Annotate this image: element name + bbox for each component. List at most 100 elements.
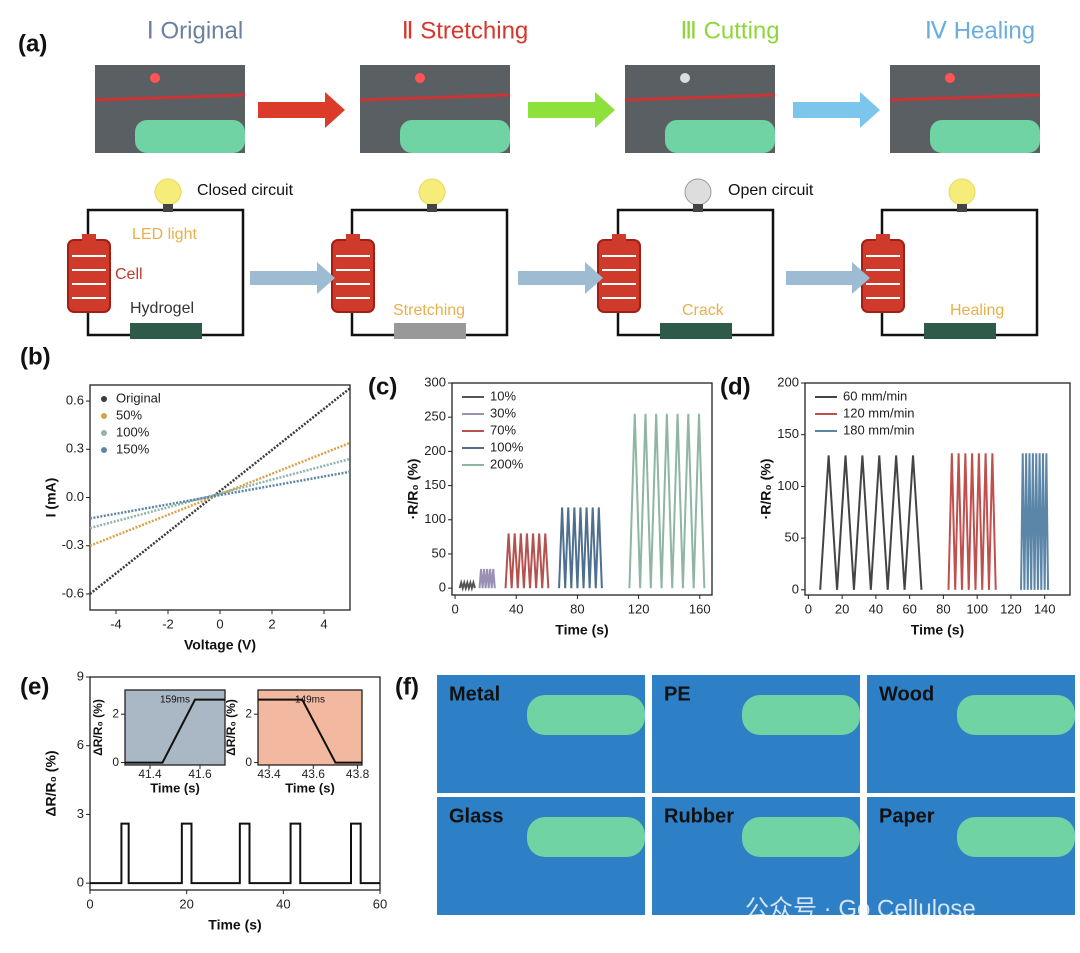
- panel-label: (e): [20, 673, 49, 700]
- battery: [331, 239, 375, 313]
- series-line: [504, 533, 550, 589]
- x-tick-label: -2: [162, 616, 174, 631]
- arrow-body: [793, 102, 862, 118]
- photo-led: [150, 73, 160, 83]
- series-line: [89, 457, 351, 530]
- glove: [957, 695, 1075, 735]
- x-tick-label: 60: [902, 601, 916, 616]
- stage-title: Ⅰ Original: [147, 17, 243, 44]
- bulb-base: [427, 204, 437, 212]
- series-line: [89, 441, 351, 547]
- x-tick-label: 43.6: [302, 767, 326, 781]
- x-tick-label: 0: [451, 601, 458, 616]
- photo-led: [415, 73, 425, 83]
- inset-background: [258, 690, 362, 765]
- x-tick-label: 20: [835, 601, 849, 616]
- hydrogel: [924, 323, 996, 339]
- bulb: [154, 178, 182, 206]
- series-line: [819, 455, 923, 590]
- circuit-label: Cell: [115, 266, 143, 283]
- x-axis-label: Time (s): [285, 780, 335, 795]
- battery-cap: [346, 234, 360, 241]
- y-tick-label: 150: [777, 426, 799, 441]
- bulb-base: [163, 204, 173, 212]
- photo-glove: [400, 120, 510, 153]
- legend-swatch: [101, 447, 107, 453]
- legend-label: 100%: [116, 424, 150, 439]
- x-tick-label: 80: [570, 601, 584, 616]
- y-axis-label: I (mA): [43, 478, 59, 518]
- y-tick-label: 0.3: [66, 441, 84, 456]
- circuit-label: Closed circuit: [197, 182, 294, 199]
- y-tick-label: 0: [112, 755, 119, 769]
- hydrogel: [130, 323, 202, 339]
- legend-label: 200%: [490, 456, 524, 471]
- x-tick-label: 40: [869, 601, 883, 616]
- x-axis-label: Time (s): [911, 622, 964, 638]
- flow-arrow-head: [585, 262, 603, 294]
- x-tick-label: 43.4: [257, 767, 281, 781]
- x-axis-label: Voltage (V): [184, 637, 256, 653]
- x-tick-label: 43.8: [346, 767, 370, 781]
- x-tick-label: 41.6: [188, 767, 212, 781]
- material-label: Wood: [879, 683, 934, 705]
- arrow-body: [258, 102, 327, 118]
- y-tick-label: 2: [245, 706, 252, 720]
- bulb-base: [693, 204, 703, 212]
- x-tick-label: 140: [1034, 601, 1056, 616]
- series-line: [125, 698, 225, 764]
- photo-wire: [624, 93, 776, 102]
- photo-led: [945, 73, 955, 83]
- y-axis-label: ΔR/R₀ (%): [43, 750, 59, 816]
- flow-arrow-head: [317, 262, 335, 294]
- series-line: [458, 578, 476, 592]
- panel-label: (d): [720, 373, 751, 400]
- glove: [742, 695, 860, 735]
- photo-led: [680, 73, 690, 83]
- x-tick-label: 80: [936, 601, 950, 616]
- y-tick-label: 150: [424, 477, 446, 492]
- series-line: [478, 568, 496, 589]
- x-axis-label: Time (s): [208, 917, 261, 933]
- arrow-head: [860, 92, 880, 128]
- x-tick-label: 4: [320, 616, 327, 631]
- plot-frame: [124, 689, 226, 766]
- panel-label: (a): [18, 30, 47, 57]
- x-tick-label: 2: [268, 616, 275, 631]
- battery: [597, 239, 641, 313]
- photo-wire: [889, 93, 1041, 102]
- x-tick-label: 60: [373, 896, 387, 911]
- legend-label: 60 mm/min: [843, 388, 907, 403]
- x-tick-label: 0: [86, 896, 93, 911]
- x-tick-label: 100: [966, 601, 988, 616]
- watermark: 公众号 · Go Cellulose: [745, 895, 976, 922]
- battery: [67, 239, 111, 313]
- series-line: [1020, 453, 1050, 590]
- y-tick-label: 0: [439, 580, 446, 595]
- arrow-head: [325, 92, 345, 128]
- series-line: [558, 507, 603, 589]
- legend-swatch: [101, 396, 107, 402]
- battery-cap: [82, 234, 96, 241]
- x-tick-label: 41.4: [138, 767, 162, 781]
- panel-label: (c): [368, 373, 397, 400]
- y-axis-label: ΔR/R₀ (%): [224, 699, 238, 756]
- legend-label: 150%: [116, 441, 150, 456]
- photo-wire: [359, 93, 511, 102]
- y-tick-label: 0: [245, 755, 252, 769]
- battery: [861, 239, 905, 313]
- series-line: [258, 698, 362, 764]
- y-tick-label: 50: [785, 530, 799, 545]
- material-label: Rubber: [664, 805, 734, 827]
- flow-arrow-body: [786, 271, 854, 285]
- y-tick-label: 2: [112, 706, 119, 720]
- x-tick-label: 0: [805, 601, 812, 616]
- y-axis-label: ΔR/R₀ (%): [91, 699, 105, 756]
- circuit-label: Healing: [950, 302, 1004, 319]
- stage-title: Ⅳ Healing: [925, 17, 1035, 44]
- legend-swatch: [101, 430, 107, 436]
- legend-label: 30%: [490, 405, 516, 420]
- panel-label: (b): [20, 343, 51, 370]
- material-label: Glass: [449, 805, 503, 827]
- x-tick-label: 120: [628, 601, 650, 616]
